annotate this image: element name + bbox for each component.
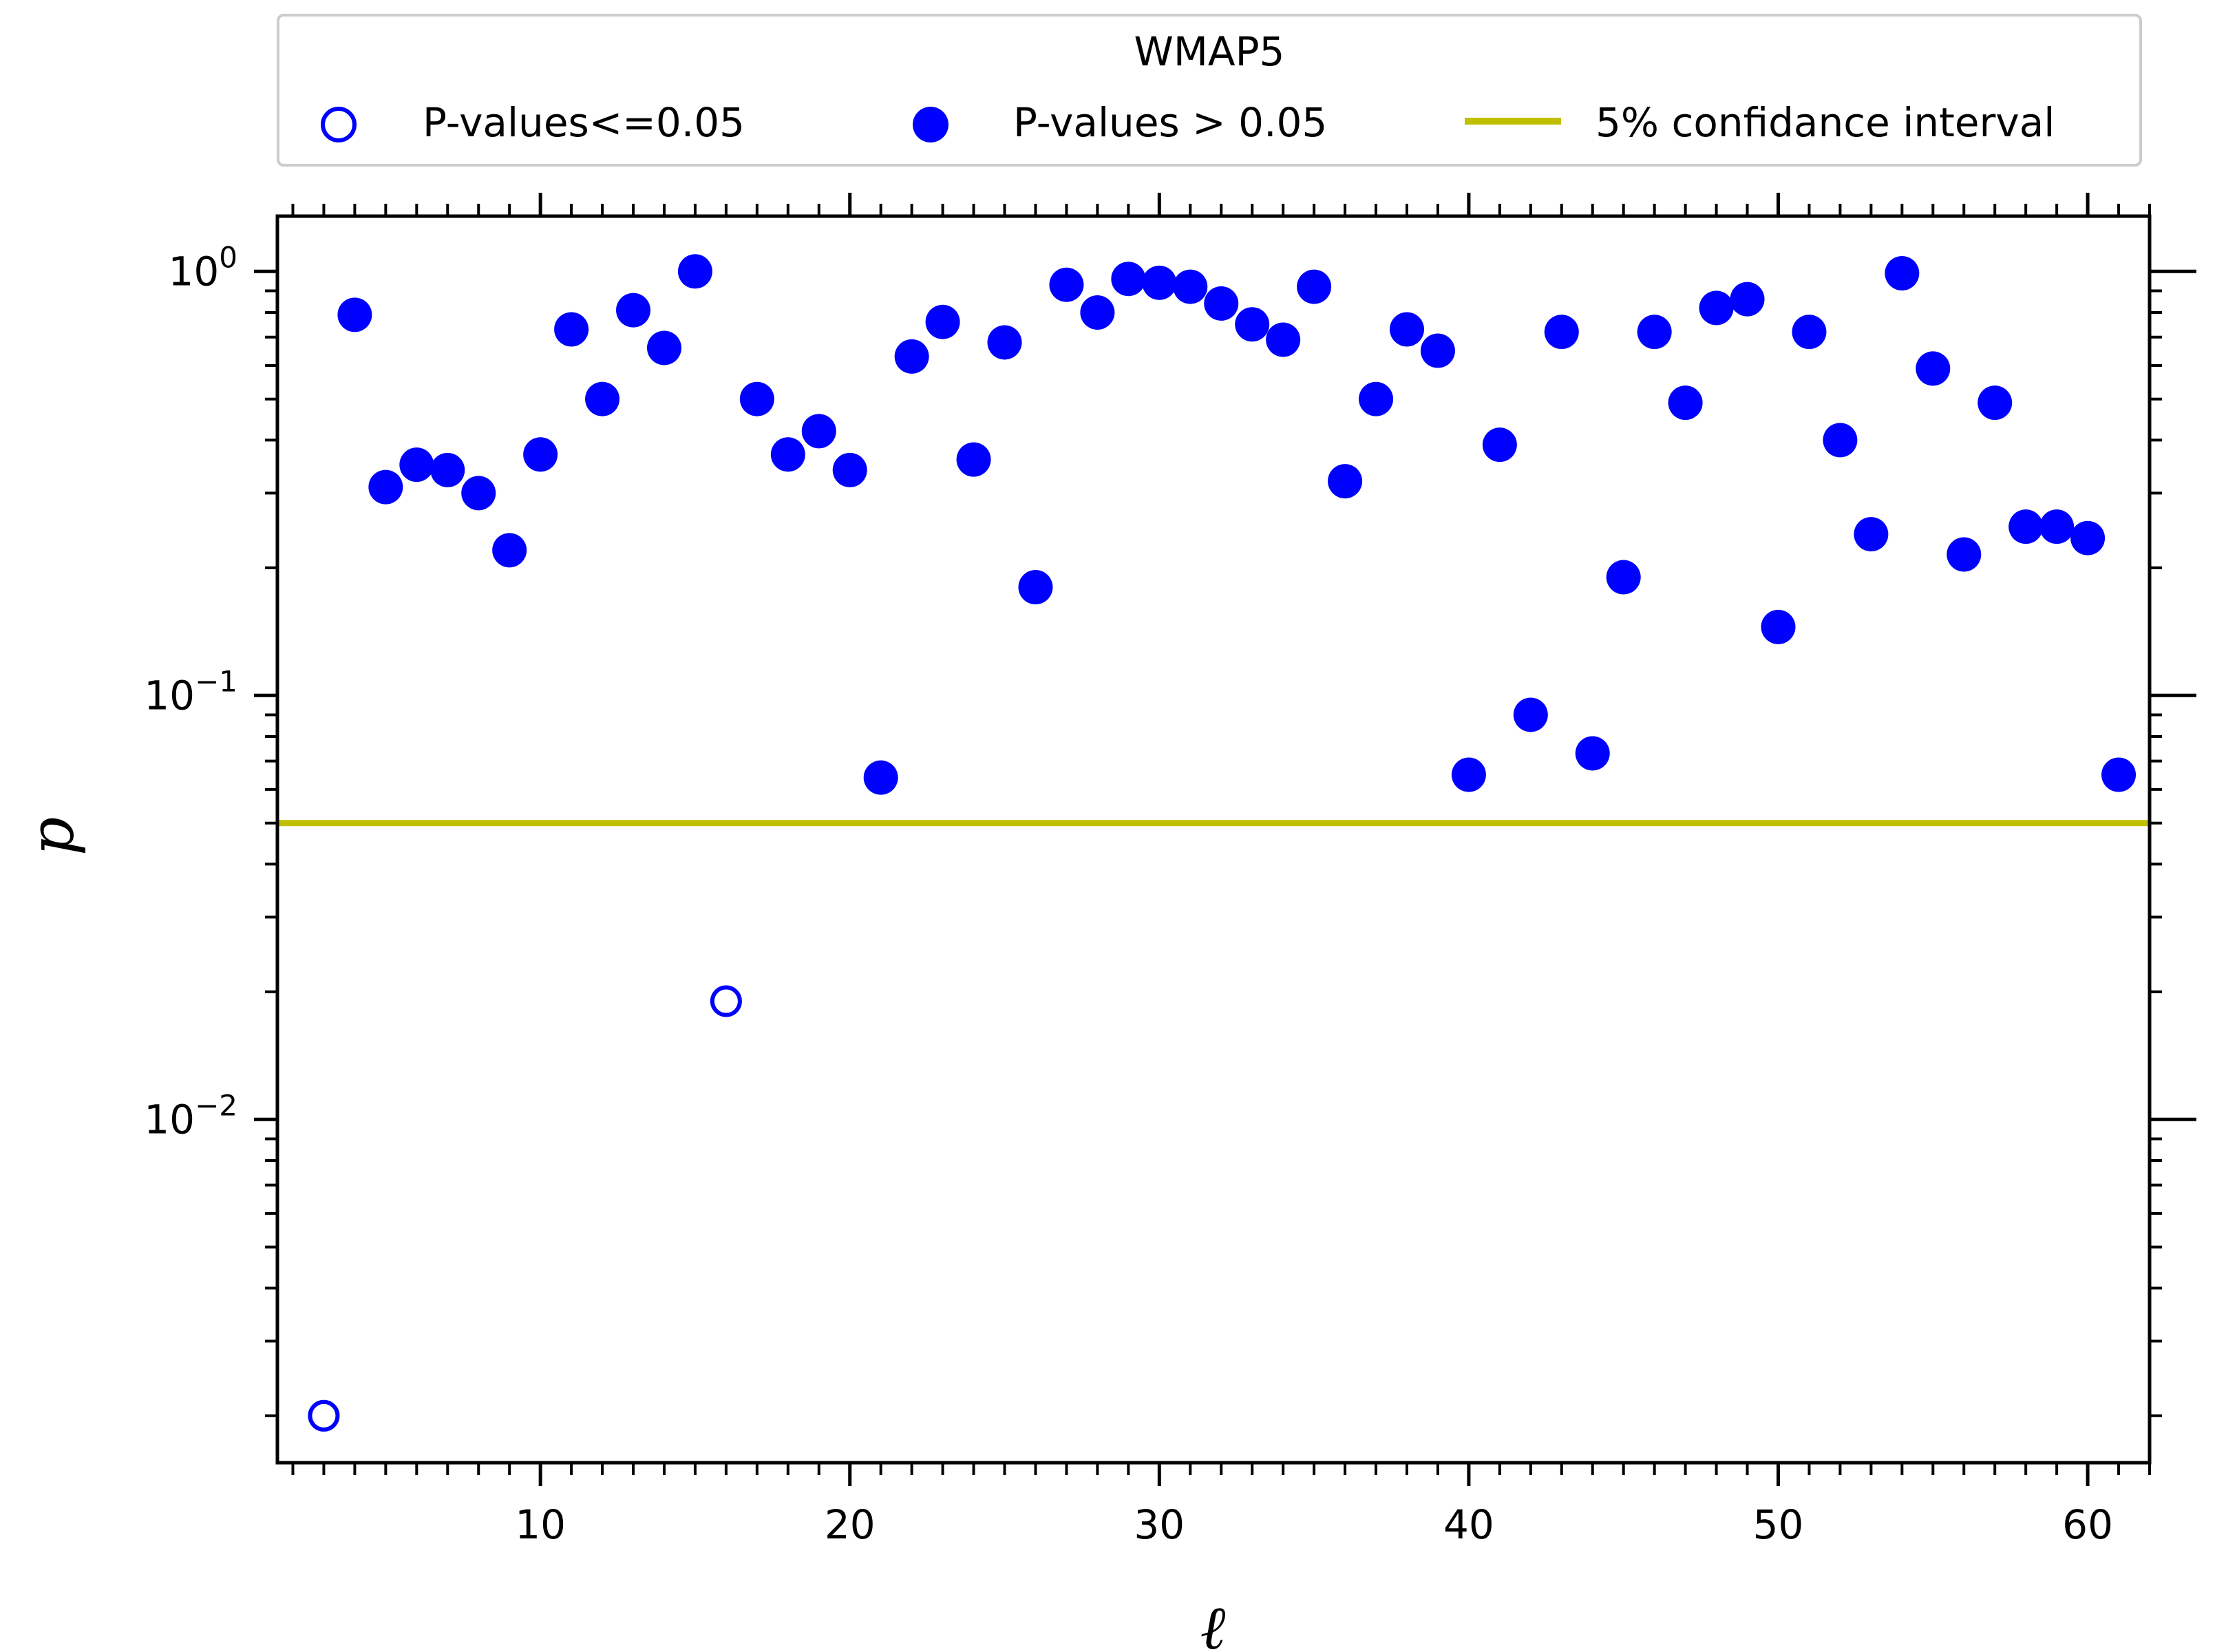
- legend-label-low-pvalues: P-values<=0.05: [423, 99, 745, 146]
- data-point: [399, 447, 434, 483]
- data-point: [1575, 736, 1610, 771]
- data-point: [1544, 315, 1579, 350]
- data-point: [1513, 697, 1548, 732]
- data-point: [894, 339, 929, 374]
- data-point: [523, 437, 558, 472]
- data-point: [770, 437, 805, 472]
- data-point: [1885, 255, 1920, 290]
- data-point: [956, 442, 991, 477]
- data-point: [461, 476, 496, 511]
- data-point-significant: [710, 985, 742, 1017]
- data-point: [1947, 537, 1982, 572]
- data-point: [1420, 333, 1455, 368]
- axis-ticks: 10 20 30 40 50 60 100 10−1 10−2: [144, 193, 2196, 1548]
- data-point: [1328, 464, 1363, 499]
- x-tick-label: 30: [1134, 1501, 1185, 1548]
- data-point: [1451, 757, 1486, 792]
- data-point: [337, 297, 372, 332]
- data-point: [1730, 282, 1765, 317]
- x-tick-label: 10: [515, 1501, 566, 1548]
- data-point: [1637, 315, 1672, 350]
- data-point: [368, 469, 403, 505]
- data-point: [1111, 262, 1146, 297]
- data-point: [1761, 609, 1796, 644]
- data-point: [1173, 269, 1208, 304]
- x-tick-label: 40: [1443, 1501, 1494, 1548]
- data-point: [1235, 307, 1270, 342]
- legend-title: WMAP5: [1134, 28, 1285, 75]
- data-points: [308, 254, 2137, 1432]
- legend: WMAP5 P-values<=0.05 P-values > 0.05 5% …: [277, 14, 2142, 167]
- data-point: [2008, 509, 2044, 544]
- data-point: [2101, 757, 2137, 792]
- data-point: [1792, 315, 1827, 350]
- data-point: [739, 381, 774, 416]
- plot-frame: [275, 214, 2152, 1465]
- data-point: [1018, 570, 1053, 605]
- data-point: [492, 533, 527, 568]
- data-point: [2070, 520, 2106, 555]
- data-point: [832, 452, 867, 487]
- data-point: [1854, 517, 1889, 552]
- x-tick-label: 20: [825, 1501, 876, 1548]
- y-tick-label: 10−1: [144, 664, 237, 719]
- legend-label-threshold: 5% confidance interval: [1595, 99, 2055, 146]
- data-point: [1049, 267, 1084, 302]
- data-point: [1359, 381, 1394, 416]
- data-point: [1204, 286, 1239, 321]
- data-point: [1389, 312, 1424, 347]
- data-point: [1142, 265, 1177, 300]
- data-point: [1916, 351, 1951, 386]
- data-point: [1823, 423, 1858, 458]
- data-point: [801, 414, 836, 449]
- x-axis-title: ℓ: [1200, 1592, 1226, 1652]
- data-point: [1668, 385, 1703, 421]
- data-point: [1297, 269, 1332, 304]
- data-point: [1080, 295, 1115, 330]
- x-tick-label: 50: [1753, 1501, 1804, 1548]
- data-point: [1699, 290, 1734, 326]
- legend-marker-filled-circle: [913, 107, 948, 142]
- data-point: [987, 325, 1022, 360]
- legend-frame: [277, 14, 2142, 167]
- data-point: [925, 304, 960, 339]
- data-point: [1978, 385, 2013, 421]
- data-point: [1482, 427, 1517, 463]
- data-point: [1606, 560, 1641, 595]
- data-point: [430, 452, 465, 487]
- y-tick-label: 100: [168, 240, 237, 295]
- data-point: [863, 760, 898, 795]
- data-point: [677, 254, 712, 289]
- plot-area: 10 20 30 40 50 60 100 10−1 10−2: [144, 193, 2196, 1548]
- data-point: [616, 293, 651, 328]
- data-point-significant: [308, 1399, 340, 1432]
- data-point: [554, 312, 589, 347]
- data-point: [646, 330, 681, 366]
- data-point: [585, 381, 620, 416]
- x-tick-label: 60: [2062, 1501, 2113, 1548]
- y-tick-label: 10−2: [144, 1088, 237, 1143]
- legend-marker-open-circle: [321, 107, 357, 142]
- data-point: [1266, 322, 1301, 357]
- legend-label-high-pvalues: P-values > 0.05: [1013, 99, 1327, 146]
- y-axis-title: p: [17, 817, 87, 856]
- data-point: [2039, 509, 2075, 544]
